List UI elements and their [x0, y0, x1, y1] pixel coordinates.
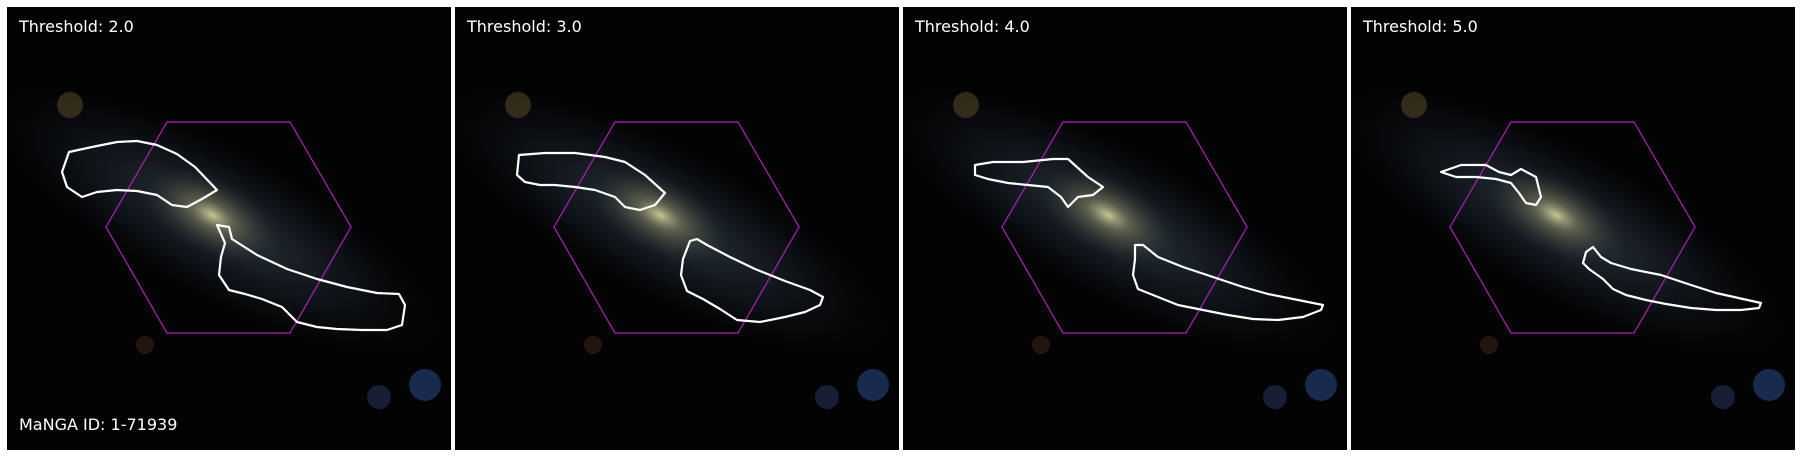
- threshold-contour: [679, 237, 825, 324]
- threshold-label: Threshold: 4.0: [915, 17, 1030, 36]
- threshold-contour: [60, 139, 219, 209]
- ifu-hexagon: [1001, 121, 1248, 334]
- galaxy-image: [7, 7, 451, 450]
- threshold-contour: [1581, 245, 1763, 312]
- ifu-hexagon: [553, 121, 800, 334]
- panel-threshold-1: Threshold: 2.0 MaNGA ID: 1-71939: [7, 7, 451, 450]
- panel-threshold-4: Threshold: 5.0: [1351, 7, 1795, 450]
- galaxy-image: [903, 7, 1347, 450]
- manga-id-label: MaNGA ID: 1-71939: [19, 415, 178, 434]
- threshold-label: Threshold: 2.0: [19, 17, 134, 36]
- galaxy-core: [586, 163, 734, 267]
- galaxy-core: [1482, 163, 1630, 267]
- galaxy-core: [138, 163, 286, 267]
- galaxy-image: [455, 7, 899, 450]
- ifu-hexagon: [1449, 121, 1696, 334]
- panel-threshold-3: Threshold: 4.0: [903, 7, 1347, 450]
- threshold-label: Threshold: 5.0: [1363, 17, 1478, 36]
- threshold-contour: [1439, 163, 1543, 207]
- threshold-contour: [515, 151, 667, 212]
- ifu-hexagon: [105, 121, 352, 334]
- threshold-label: Threshold: 3.0: [467, 17, 582, 36]
- panel-threshold-2: Threshold: 3.0: [455, 7, 899, 450]
- galaxy-core: [1034, 163, 1182, 267]
- galaxy-image: [1351, 7, 1795, 450]
- threshold-contour: [1131, 243, 1325, 322]
- threshold-contour: [215, 223, 407, 332]
- threshold-contour: [973, 157, 1105, 209]
